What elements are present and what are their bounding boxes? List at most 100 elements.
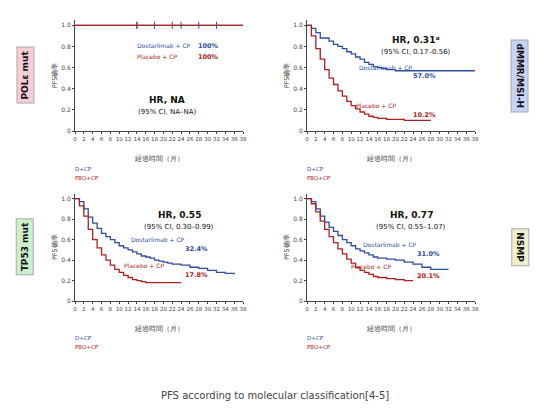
svg-text:6: 6 [100,306,104,312]
svg-text:38: 38 [472,136,479,142]
svg-text:0: 0 [73,306,77,312]
svg-text:17.8%: 17.8% [185,271,208,279]
svg-text:Placebo + CP: Placebo + CP [124,262,164,269]
svg-text:10.2%: 10.2% [413,111,436,119]
svg-text:0: 0 [305,306,309,312]
svg-text:HR, 0.31ᵃ: HR, 0.31ᵃ [392,35,440,45]
svg-text:20: 20 [160,306,167,312]
svg-text:HR, 0.55: HR, 0.55 [158,210,201,220]
svg-text:31.0%: 31.0% [417,250,440,258]
svg-text:1.0: 1.0 [293,195,303,202]
svg-text:D+CP: D+CP [307,335,324,341]
svg-text:34: 34 [222,306,229,312]
svg-text:34: 34 [454,136,461,142]
svg-text:20: 20 [160,136,167,142]
svg-text:22: 22 [169,306,176,312]
svg-text:0: 0 [73,136,77,142]
svg-text:32.4%: 32.4% [185,245,208,253]
svg-text:0: 0 [67,127,71,134]
svg-text:0.8: 0.8 [61,215,71,222]
svg-text:57.0%: 57.0% [413,72,436,80]
svg-text:4: 4 [91,306,95,312]
svg-text:0.4: 0.4 [61,256,71,263]
svg-text:18: 18 [383,306,390,312]
svg-text:10: 10 [348,306,355,312]
svg-text:0: 0 [299,297,303,304]
svg-text:8: 8 [109,306,113,312]
svg-text:dMMR/MSI-H: dMMR/MSI-H [515,44,525,109]
svg-text:PBO+CP: PBO+CP [307,175,331,181]
svg-text:4: 4 [91,136,95,142]
svg-text:PBO+CP: PBO+CP [307,344,331,350]
svg-text:10: 10 [116,136,123,142]
svg-text:PFS确率: PFS确率 [51,234,59,260]
svg-text:34: 34 [454,306,461,312]
svg-text:0.8: 0.8 [293,43,303,50]
svg-text:0.6: 0.6 [293,64,303,71]
svg-text:HR, 0.77: HR, 0.77 [390,210,433,220]
svg-text:D+CP: D+CP [75,166,92,172]
svg-text:2: 2 [314,306,318,312]
svg-text:26: 26 [186,306,193,312]
svg-text:PFS确率: PFS确率 [283,63,291,89]
svg-text:TP53 mut: TP53 mut [20,222,30,271]
svg-text:経過時間（月）: 経過時間（月） [366,325,416,333]
svg-text:経過時間（月）: 経過時間（月） [134,155,184,163]
svg-text:2: 2 [82,136,86,142]
svg-text:Dostarlimab + CP: Dostarlimab + CP [137,42,191,49]
svg-text:30: 30 [204,136,211,142]
svg-text:28: 28 [427,136,434,142]
svg-text:38: 38 [240,136,247,142]
svg-text:24: 24 [410,306,417,312]
svg-text:16: 16 [374,306,381,312]
svg-text:(95% CI, 0.55–1.07): (95% CI, 0.55–1.07) [376,223,446,231]
svg-text:20: 20 [392,306,399,312]
svg-text:100%: 100% [198,42,219,50]
svg-text:Dostarlimab + CP: Dostarlimab + CP [363,241,417,248]
svg-text:14: 14 [365,306,372,312]
svg-text:30: 30 [436,306,443,312]
svg-text:Placebo + CP: Placebo + CP [137,53,177,60]
svg-text:12: 12 [125,306,132,312]
svg-text:24: 24 [178,306,185,312]
svg-text:HR, NA: HR, NA [149,95,185,105]
svg-text:Dostarlimab + CP: Dostarlimab + CP [131,236,185,243]
svg-text:14: 14 [133,136,140,142]
svg-text:4: 4 [323,306,327,312]
svg-text:Dostarlimab + CP: Dostarlimab + CP [359,64,413,71]
svg-text:36: 36 [231,306,238,312]
svg-text:26: 26 [186,136,193,142]
svg-text:32: 32 [445,306,452,312]
svg-text:0.2: 0.2 [61,277,71,284]
svg-text:2: 2 [82,306,86,312]
svg-text:POLε mut: POLε mut [20,51,30,100]
svg-text:20: 20 [392,136,399,142]
svg-text:0: 0 [67,297,71,304]
svg-text:32: 32 [213,306,220,312]
svg-text:22: 22 [401,306,408,312]
svg-text:PBO+CP: PBO+CP [75,344,99,350]
svg-text:16: 16 [142,136,149,142]
svg-text:32: 32 [445,136,452,142]
svg-text:32: 32 [213,136,220,142]
svg-text:6: 6 [332,136,336,142]
svg-text:D+CP: D+CP [307,166,324,172]
svg-text:30: 30 [204,306,211,312]
svg-text:4: 4 [323,136,327,142]
svg-text:8: 8 [341,306,345,312]
svg-text:8: 8 [341,136,345,142]
svg-text:38: 38 [240,306,247,312]
svg-text:1.0: 1.0 [293,21,303,28]
svg-text:(95% CI, 0.30–0.99): (95% CI, 0.30–0.99) [144,223,214,231]
svg-text:34: 34 [222,136,229,142]
svg-text:0.2: 0.2 [293,106,303,113]
svg-text:28: 28 [195,306,202,312]
svg-text:12: 12 [357,306,364,312]
svg-text:PBO+CP: PBO+CP [75,175,99,181]
svg-text:0.6: 0.6 [293,236,303,243]
svg-text:10: 10 [348,136,355,142]
svg-text:22: 22 [401,136,408,142]
svg-text:14: 14 [133,306,140,312]
svg-text:Placebo + CP: Placebo + CP [356,102,396,109]
svg-text:0.8: 0.8 [61,43,71,50]
